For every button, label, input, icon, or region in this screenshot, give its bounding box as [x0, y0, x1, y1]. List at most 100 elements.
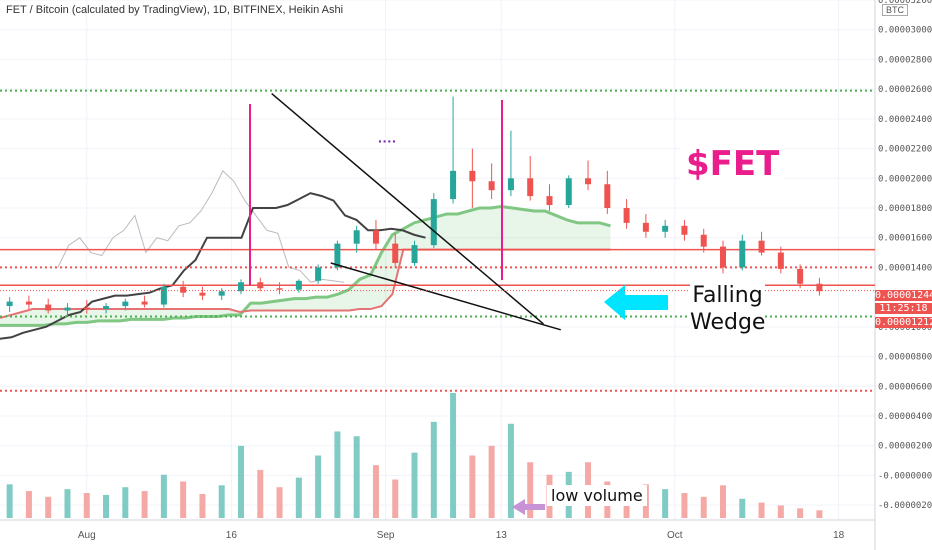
volume-bar	[276, 487, 283, 518]
y-tick-label: 0.00001800	[878, 204, 932, 214]
pattern-annotation: Falling Wedge	[690, 280, 765, 338]
x-tick-label: Oct	[667, 530, 683, 541]
candle-body	[430, 199, 437, 246]
wedge-upper-trendline	[271, 93, 544, 325]
last-price-label: 0.00001244	[875, 290, 932, 301]
y-tick-label: -0.00000200	[878, 501, 932, 511]
pointer-arrow	[604, 285, 668, 320]
pattern-annotation-line2: Wedge	[690, 310, 766, 335]
cloud-upper-line	[0, 205, 611, 327]
candle-body	[469, 170, 476, 182]
candle-body	[45, 304, 52, 311]
volume-bar	[450, 393, 457, 518]
volume-bar	[816, 510, 823, 518]
volume-bar	[353, 436, 360, 518]
base-line	[0, 192, 426, 340]
y-tick-label: 0.00000400	[878, 412, 932, 422]
candle-body	[141, 301, 148, 305]
candle-body	[334, 243, 341, 268]
volume-bar	[103, 494, 110, 518]
volume-bar	[681, 493, 688, 518]
prev-price-label: 0.00001212	[875, 317, 932, 328]
volume-annotation: low volume	[547, 485, 647, 506]
volume-bar	[411, 452, 418, 518]
candle-body	[392, 243, 399, 263]
candle-body	[700, 234, 707, 247]
candle-body	[103, 306, 110, 310]
candle-body	[565, 178, 572, 206]
currency-unit-label[interactable]: BTC	[882, 4, 908, 16]
candle-body	[527, 178, 534, 197]
candle-body	[623, 208, 630, 223]
volume-bar	[180, 481, 187, 518]
ticker-annotation: $FET	[680, 140, 786, 188]
candle-body	[585, 178, 592, 185]
volume-bar	[257, 469, 264, 518]
volume-bar	[488, 445, 495, 518]
y-tick-label: 0.00001400	[878, 263, 932, 273]
volume-bar	[662, 489, 669, 518]
volume-bar	[700, 496, 707, 518]
x-tick-label: 13	[496, 530, 508, 541]
x-tick-label: 16	[226, 530, 238, 541]
candle-body	[739, 240, 746, 268]
volume-bar	[83, 493, 90, 518]
candle-body	[642, 222, 649, 232]
candle-body	[604, 184, 611, 208]
y-tick-label: 0.00000600	[878, 382, 932, 392]
candle-body	[546, 196, 553, 206]
candle-body	[681, 225, 688, 235]
y-tick-label: 0.00003000	[878, 26, 932, 36]
candle-body	[662, 225, 669, 232]
candle-body	[758, 240, 765, 253]
candle-body	[450, 170, 457, 200]
candle-body	[411, 245, 418, 263]
candle-body	[720, 246, 726, 268]
volume-bar	[295, 477, 302, 518]
candle-body	[218, 291, 225, 296]
volume-bar	[315, 455, 322, 518]
wedge-lower-trendline	[330, 262, 561, 331]
candle-body	[257, 282, 264, 289]
volume-bar	[218, 485, 225, 518]
candle-body	[25, 301, 32, 305]
y-tick-label: 0.00002800	[878, 55, 932, 65]
candle-body	[276, 288, 283, 290]
volume-bar	[141, 491, 148, 518]
volume-bar	[430, 421, 437, 518]
volume-bar	[720, 485, 726, 518]
volume-bar	[45, 496, 52, 518]
lagging-span-line	[57, 170, 344, 283]
volume-bar	[199, 493, 206, 518]
volume-bar	[160, 474, 167, 518]
y-tick-label: 0.00002400	[878, 115, 932, 125]
candle-body	[295, 280, 302, 290]
volume-bar	[6, 484, 13, 518]
volume-bar	[777, 505, 784, 518]
volume-bar	[64, 489, 71, 518]
ichimoku-cloud	[0, 206, 611, 326]
volume-bar	[469, 455, 476, 518]
y-tick-label: 0.00002600	[878, 85, 932, 95]
y-tick-label: 0.00000800	[878, 353, 932, 363]
candle-body	[6, 301, 13, 307]
candle-body	[507, 178, 514, 191]
candle-body	[372, 230, 379, 244]
candle-body	[353, 230, 360, 244]
pattern-annotation-line1: Falling	[692, 283, 763, 308]
y-tick-label: 0.00002000	[878, 174, 932, 184]
y-tick-label: -0.00000000	[878, 471, 932, 481]
x-tick-label: 18	[833, 530, 845, 541]
candle-body	[180, 286, 187, 293]
candle-body	[816, 283, 823, 292]
volume-bar	[238, 445, 244, 518]
volume-bar	[507, 423, 514, 518]
dots-marker: ····	[378, 133, 397, 149]
volume-bar	[122, 487, 129, 518]
volume-bar	[797, 508, 804, 518]
volume-arrow	[512, 499, 545, 515]
candle-body	[488, 181, 495, 191]
candle-body	[797, 268, 804, 284]
countdown-label: 11:25:18	[875, 303, 932, 314]
